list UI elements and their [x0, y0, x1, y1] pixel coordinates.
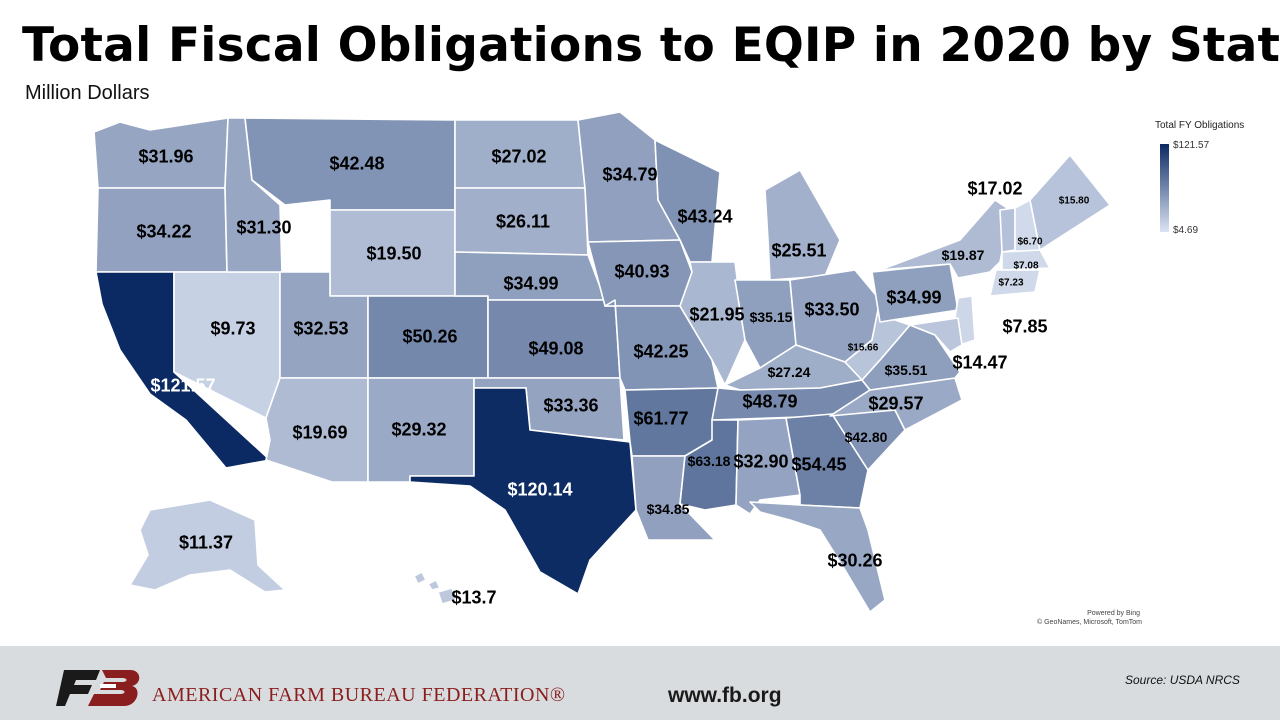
state-value-label-ak: $11.37: [178, 532, 234, 553]
legend-color-scale: [1160, 144, 1169, 232]
state-value-label-nh: $6.70: [1017, 236, 1043, 248]
state-value-label-ut: $32.53: [293, 318, 349, 339]
us-choropleth-map: [93, 111, 1111, 613]
state-value-label-wa: $31.96: [138, 146, 194, 167]
state-value-label-ca: $121.57: [150, 375, 216, 396]
state-vt[interactable]: [999, 207, 1016, 253]
state-value-label-ks: $49.08: [528, 338, 584, 359]
state-value-label-tn: $48.79: [742, 391, 798, 412]
state-value-label-sd: $26.11: [495, 211, 551, 232]
state-value-label-ky: $27.24: [767, 364, 811, 380]
state-value-label-nv: $9.73: [210, 318, 256, 339]
state-value-label-ga: $54.45: [791, 454, 847, 475]
state-value-label-ia: $40.93: [614, 261, 670, 282]
state-value-label-id: $31.30: [236, 217, 292, 238]
state-value-label-mo: $42.25: [633, 341, 689, 362]
legend-max-label: $121.57: [1173, 140, 1210, 151]
state-value-label-wi: $43.24: [677, 206, 733, 227]
source-note: Source: USDA NRCS: [1125, 673, 1240, 687]
legend-min-label: $4.69: [1173, 225, 1199, 236]
state-ny[interactable]: [879, 199, 1011, 279]
state-value-label-wy: $19.50: [366, 243, 422, 264]
fb-logo-icon: [56, 670, 140, 706]
state-value-label-nj: $7.85: [1002, 316, 1048, 337]
page-subtitle: Million Dollars: [25, 82, 150, 104]
state-value-label-vt: $17.02: [967, 178, 1023, 199]
legend-title: Total FY Obligations: [1155, 120, 1245, 131]
organization-name: AMERICAN FARM BUREAU FEDERATION®: [152, 684, 566, 706]
state-value-label-me: $15.80: [1058, 195, 1090, 207]
state-value-label-hi: $13.7: [451, 587, 497, 608]
website-link[interactable]: www.fb.org: [668, 684, 782, 707]
state-ct[interactable]: [989, 269, 1041, 297]
state-me[interactable]: [1029, 154, 1111, 251]
state-value-label-va: $35.51: [884, 362, 928, 378]
state-value-label-ct: $7.23: [998, 277, 1024, 289]
state-value-label-md: $14.47: [952, 352, 1008, 373]
state-value-label-nm: $29.32: [391, 419, 447, 440]
state-value-label-la: $34.85: [646, 501, 690, 517]
state-value-label-tx: $120.14: [507, 479, 573, 500]
map-copyright: © GeoNames, Microsoft, TomTom: [1037, 619, 1142, 626]
state-value-label-wv: $15.66: [847, 342, 879, 354]
state-value-label-sc: $42.80: [844, 429, 888, 445]
state-value-label-mi: $25.51: [771, 240, 827, 261]
state-value-label-or: $34.22: [136, 221, 192, 242]
state-value-label-ne: $34.99: [503, 273, 559, 294]
state-tx[interactable]: [409, 387, 637, 595]
state-value-label-ny: $19.87: [941, 247, 985, 263]
state-value-label-ar: $61.77: [633, 408, 689, 429]
state-value-label-mt: $42.48: [329, 153, 385, 174]
state-fl[interactable]: [749, 501, 886, 613]
state-value-label-pa: $34.99: [886, 287, 942, 308]
state-md[interactable]: [909, 317, 963, 353]
state-ma[interactable]: [1001, 249, 1051, 271]
state-value-label-az: $19.69: [292, 422, 348, 443]
state-value-label-nc: $29.57: [868, 393, 924, 414]
state-value-label-oh: $33.50: [804, 299, 860, 320]
state-value-label-mn: $34.79: [602, 164, 658, 185]
map-powered-by: Powered by Bing: [1087, 610, 1140, 617]
state-value-label-ma: $7.08: [1013, 260, 1039, 272]
state-mi[interactable]: [764, 169, 841, 281]
state-value-label-in: $35.15: [749, 309, 793, 325]
state-value-label-nd: $27.02: [491, 146, 547, 167]
state-value-label-fl: $30.26: [827, 550, 883, 571]
state-il[interactable]: [679, 261, 746, 386]
state-value-label-co: $50.26: [402, 326, 458, 347]
page-title: Total Fiscal Obligations to EQIP in 2020…: [22, 18, 1280, 73]
state-hi[interactable]: [413, 571, 457, 605]
state-ak[interactable]: [129, 499, 286, 593]
state-value-label-ok: $33.36: [543, 395, 599, 416]
state-value-label-ms: $63.18: [687, 453, 731, 469]
footer-bar: AMERICAN FARM BUREAU FEDERATION® www.fb.…: [0, 646, 1280, 720]
state-value-label-il: $21.95: [689, 304, 745, 325]
state-value-label-al: $32.90: [733, 451, 789, 472]
